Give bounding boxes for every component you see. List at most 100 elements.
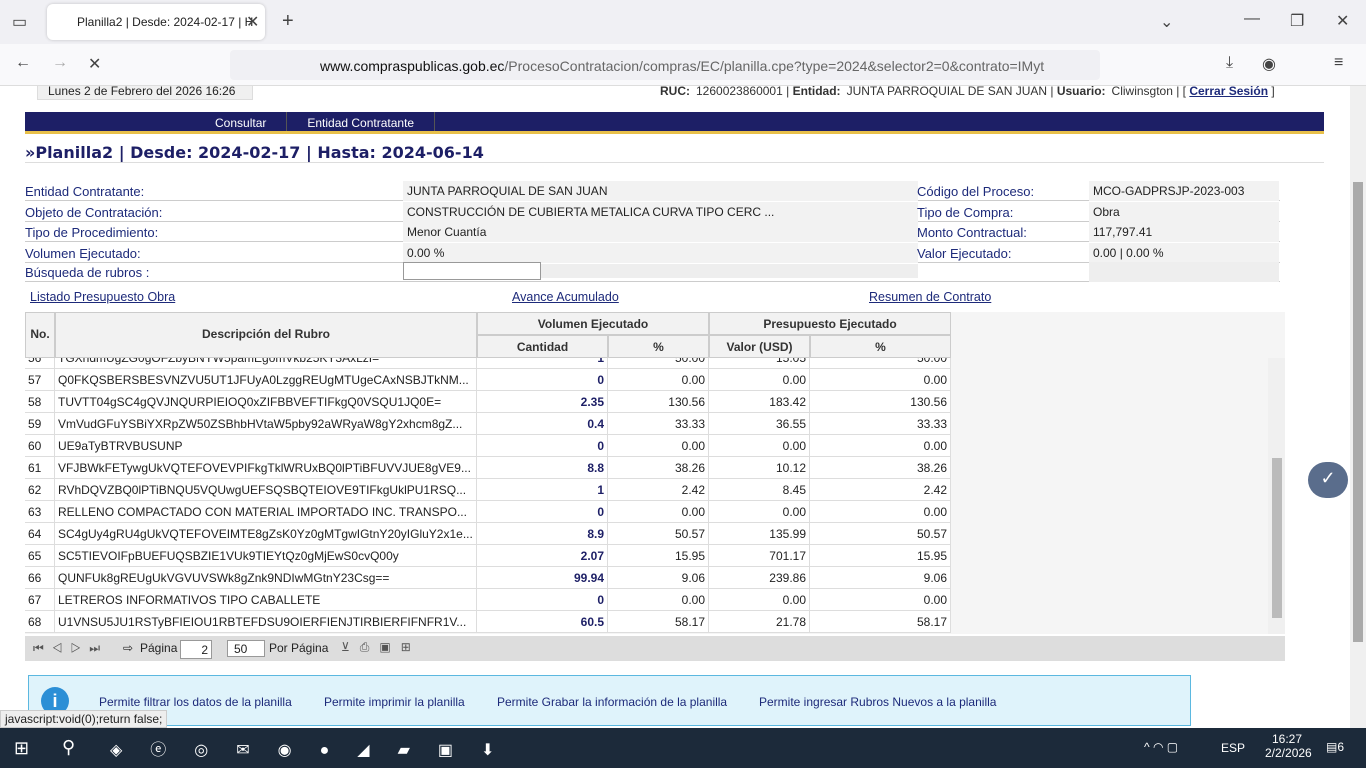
lang[interactable]: ESP <box>1221 741 1246 755</box>
cell: 9.06 <box>608 567 709 589</box>
pager-tools[interactable]: ⊻⎙▣⊞ <box>341 640 421 654</box>
tab[interactable]: Planilla2 | Desde: 2024-02-17 | H <box>47 4 265 40</box>
taskbar: ⊞ ⚲ ◈ⓔ◎✉◉●◢▰▣⬇ ^ ◠ ▢ ESP 16:27 2/2/2026 ▤… <box>0 728 1366 768</box>
account[interactable]: ◉ <box>1262 56 1276 73</box>
pinned-apps[interactable]: ◈ⓔ◎✉◉●◢▰▣⬇ <box>110 742 523 759</box>
description: Q0FKQSBERSBESVNZVU5UT1JFUyA0LzggREUgMTUg… <box>55 369 477 391</box>
cell: 60.5 <box>477 611 608 633</box>
date: 2/2/2026 <box>1265 746 1312 760</box>
notifications[interactable]: ▤6 <box>1326 740 1345 754</box>
table-row[interactable]: 63 RELLENO COMPACTADO CON MATERIAL IMPORT… <box>25 501 951 523</box>
cell: 0.00 <box>709 589 810 611</box>
help-box: i Permite filtrar los datos de la planil… <box>28 675 1191 726</box>
ruc-label: RUC: <box>660 86 690 98</box>
menu[interactable]: ≡ <box>1334 54 1344 71</box>
column-header: Presupuesto Ejecutado <box>709 312 951 335</box>
page-scroll-thumb[interactable] <box>1353 182 1363 642</box>
info-value: Menor Cuantía <box>403 222 918 242</box>
forward[interactable]: → <box>52 54 68 71</box>
accessibility-button[interactable]: ✓ <box>1308 462 1348 498</box>
cell: 8.45 <box>709 479 810 501</box>
table-row[interactable]: 61 VFJBWkFETywgUkVQTEFOVEVPIFkgTklWRUxBQ0… <box>25 457 951 479</box>
nav-item[interactable]: Consultar <box>25 112 288 131</box>
scroll-thumb[interactable] <box>1272 458 1282 618</box>
ruc: 1260023860001 <box>696 86 783 98</box>
close-window[interactable]: ✕ <box>1336 13 1350 30</box>
cell: 38.26 <box>608 457 709 479</box>
cell: 8.9 <box>477 523 608 545</box>
table-row[interactable]: 58 TUVTT04gSC4gQVJNQURPIEIOQ0xZIFBBVEFTIF… <box>25 391 951 413</box>
start-button[interactable]: ⊞ <box>14 738 30 758</box>
page-input[interactable]: 2 <box>180 640 212 659</box>
link[interactable]: Avance Acumulado <box>512 290 619 304</box>
logout[interactable]: Cerrar Sesión <box>1189 86 1269 98</box>
cell: 0.00 <box>608 435 709 457</box>
status-text: javascript:void(0);return false; <box>5 712 163 726</box>
description: LETREROS INFORMATIVOS TIPO CABALLETE <box>55 589 477 611</box>
info-label: Objeto de Contratación: <box>25 204 163 220</box>
cell: 0.00 <box>608 501 709 523</box>
page-size[interactable]: 50 <box>227 640 265 657</box>
row-number: 65 <box>25 545 55 567</box>
tray-icons[interactable]: ^ ◠ ▢ <box>1144 740 1179 754</box>
info-value: 0.00 | 0.00 % <box>1089 242 1279 263</box>
clock[interactable]: 16:27 2/2/2026 <box>1265 732 1312 760</box>
link[interactable]: Listado Presupuesto Obra <box>30 290 176 304</box>
tab-list-icon[interactable]: ▭ <box>12 14 28 31</box>
table-row[interactable]: 66 QUNFUk8gREUgUkVGVUVSWk8gZnk9NDIwMGtnY2… <box>25 567 951 589</box>
info-label: Tipo de Procedimiento: <box>25 225 159 240</box>
cell: 15.95 <box>608 545 709 567</box>
table-row[interactable]: 56 TGXhdmUgZG0gOFZbyBNYW5pamEgomVkb25KY3A… <box>25 358 951 369</box>
per-page-label: Por Página <box>269 641 329 655</box>
grid-scrollbar[interactable] <box>1268 358 1285 634</box>
usuario-label: Usuario: <box>1056 86 1106 98</box>
search-input[interactable] <box>403 262 541 280</box>
table-row[interactable]: 57 Q0FKQSBERSBESVNZVU5UT1JFUyA0LzggREUgMT… <box>25 369 951 391</box>
cell: 0.4 <box>477 413 608 435</box>
pager-nav[interactable]: ⏮◁▷⏭ <box>33 641 109 655</box>
cell: 0.00 <box>810 501 951 523</box>
row-number: 59 <box>25 413 55 435</box>
cell: 8.8 <box>477 457 608 479</box>
tab-menu[interactable]: ⌄ <box>1160 14 1174 31</box>
table-row[interactable]: 65 SC5TIEVOIFpBUEFUQSBZIE1VUk9TIEYtQz0gMj… <box>25 545 951 567</box>
url-path: /ProcesoContratacion/compras/EC/planilla… <box>504 58 1045 74</box>
cell: 0.00 <box>608 589 709 611</box>
new-tab[interactable]: + <box>282 10 294 32</box>
description: UE9aTyBTRVBUSUNP <box>55 435 477 457</box>
column-header: No. <box>25 312 55 358</box>
go-icon[interactable]: ⇨ <box>123 641 134 655</box>
grid-body: 56 TGXhdmUgZG0gOFZbyBNYW5pamEgomVkb25KY3A… <box>25 358 1268 634</box>
table-row[interactable]: 67 LETREROS INFORMATIVOS TIPO CABALLETE 0 0… <box>25 589 951 611</box>
stop[interactable]: ✕ <box>88 56 102 73</box>
info-label: Monto Contractual: <box>917 225 1027 240</box>
row-number: 63 <box>25 501 55 523</box>
table-row[interactable]: 64 SC4gUy4gRU4gUkVQTEFOVEIMTE8gZsK0Yz0gMT… <box>25 523 951 545</box>
page-scrollbar[interactable] <box>1350 86 1366 728</box>
minimize[interactable]: — <box>1244 10 1260 27</box>
cell: 701.17 <box>709 545 810 567</box>
table-row[interactable]: 62 RVhDQVZBQ0lPTiBNQU5VQUwgUEFSQSBQTEIOVE… <box>25 479 951 501</box>
description: U1VNSU5JU1RSTyBFIEIOU1RBTEFDSU9OIERFIENJ… <box>55 611 477 633</box>
cell: 9.06 <box>810 567 951 589</box>
notification-count: 6 <box>1337 740 1345 754</box>
search-button[interactable]: ⚲ <box>62 737 76 757</box>
column-subheader: % <box>608 335 709 358</box>
nav-item[interactable]: Entidad Contratante <box>287 112 436 131</box>
restore[interactable]: ❐ <box>1290 13 1305 30</box>
back[interactable]: ← <box>15 54 31 71</box>
table-row[interactable]: 60 UE9aTyBTRVBUSUNP 0 0.00 0.00 0.00 <box>25 435 951 457</box>
cell: 15.05 <box>709 358 810 369</box>
link[interactable]: Resumen de Contrato <box>869 290 992 304</box>
downloads[interactable]: ⤓ <box>1226 54 1234 71</box>
table-row[interactable]: 59 VmVudGFuYSBiYXRpZW50ZSBhbHVtaW5pby92aW… <box>25 413 951 435</box>
cell: 38.26 <box>810 457 951 479</box>
cell: 50.00 <box>810 358 951 369</box>
info-label: Entidad Contratante: <box>25 184 145 199</box>
row-number: 66 <box>25 567 55 589</box>
close-tab[interactable]: ✕ <box>246 14 260 31</box>
url-bar[interactable]: www.compraspublicas.gob.ec/ProcesoContra… <box>230 50 1100 80</box>
table-row[interactable]: 68 U1VNSU5JU1RSTyBFIEIOU1RBTEFDSU9OIERFIE… <box>25 611 951 633</box>
